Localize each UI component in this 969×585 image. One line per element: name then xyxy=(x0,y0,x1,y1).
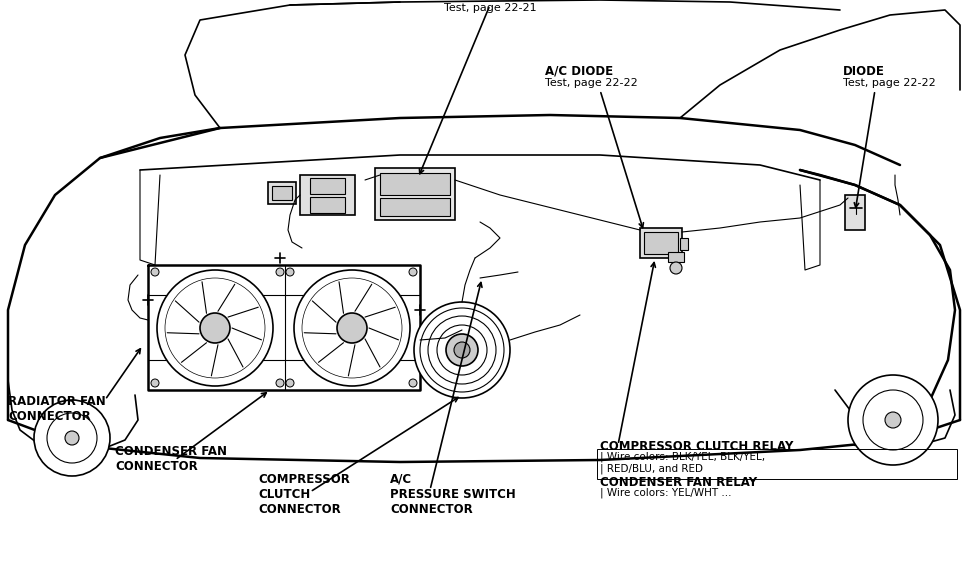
Text: | Wire colors: BLK/YEL, BLK/YEL,: | Wire colors: BLK/YEL, BLK/YEL, xyxy=(600,452,766,463)
Circle shape xyxy=(885,412,901,428)
Circle shape xyxy=(294,270,410,386)
Bar xyxy=(845,195,865,230)
Circle shape xyxy=(34,400,110,476)
Bar xyxy=(640,228,682,258)
Text: | RED/BLU, and RED: | RED/BLU, and RED xyxy=(600,463,703,473)
Bar xyxy=(644,232,678,254)
Bar xyxy=(310,178,345,194)
Text: | Wire colors: YEL/WHT ...: | Wire colors: YEL/WHT ... xyxy=(600,488,732,498)
Circle shape xyxy=(337,313,367,343)
Text: CONDENSER FAN RELAY: CONDENSER FAN RELAY xyxy=(600,476,757,489)
Circle shape xyxy=(848,375,938,465)
Text: RADIATOR FAN
CONNECTOR: RADIATOR FAN CONNECTOR xyxy=(8,395,106,423)
Circle shape xyxy=(276,268,284,276)
Bar xyxy=(380,198,450,216)
Text: Test, page 22-22: Test, page 22-22 xyxy=(545,78,638,88)
Circle shape xyxy=(65,431,79,445)
Text: A/C
PRESSURE SWITCH
CONNECTOR: A/C PRESSURE SWITCH CONNECTOR xyxy=(390,473,516,516)
Circle shape xyxy=(409,379,417,387)
Bar xyxy=(380,173,450,195)
Circle shape xyxy=(670,262,682,274)
Circle shape xyxy=(286,268,294,276)
Text: COMPRESSOR
CLUTCH
CONNECTOR: COMPRESSOR CLUTCH CONNECTOR xyxy=(258,473,350,516)
Bar xyxy=(300,175,355,215)
Circle shape xyxy=(276,379,284,387)
Circle shape xyxy=(409,268,417,276)
Bar xyxy=(268,182,296,204)
Circle shape xyxy=(446,334,478,366)
Bar xyxy=(597,449,957,479)
Text: Test, page 22-22: Test, page 22-22 xyxy=(843,78,936,88)
Bar xyxy=(680,238,688,250)
Circle shape xyxy=(151,268,159,276)
Bar xyxy=(310,197,345,213)
Circle shape xyxy=(200,313,230,343)
Circle shape xyxy=(157,270,273,386)
Text: CONDENSER FAN
CONNECTOR: CONDENSER FAN CONNECTOR xyxy=(115,445,227,473)
Text: A/C DIODE: A/C DIODE xyxy=(545,65,613,78)
Bar xyxy=(375,168,455,220)
Circle shape xyxy=(454,342,470,358)
Circle shape xyxy=(151,379,159,387)
Text: Test, page 22-21: Test, page 22-21 xyxy=(444,3,536,13)
Text: COMPRESSOR CLUTCH RELAY: COMPRESSOR CLUTCH RELAY xyxy=(600,440,794,453)
Circle shape xyxy=(414,302,510,398)
Text: DIODE: DIODE xyxy=(843,65,885,78)
Bar xyxy=(668,252,684,262)
Circle shape xyxy=(286,379,294,387)
Bar xyxy=(272,186,292,200)
